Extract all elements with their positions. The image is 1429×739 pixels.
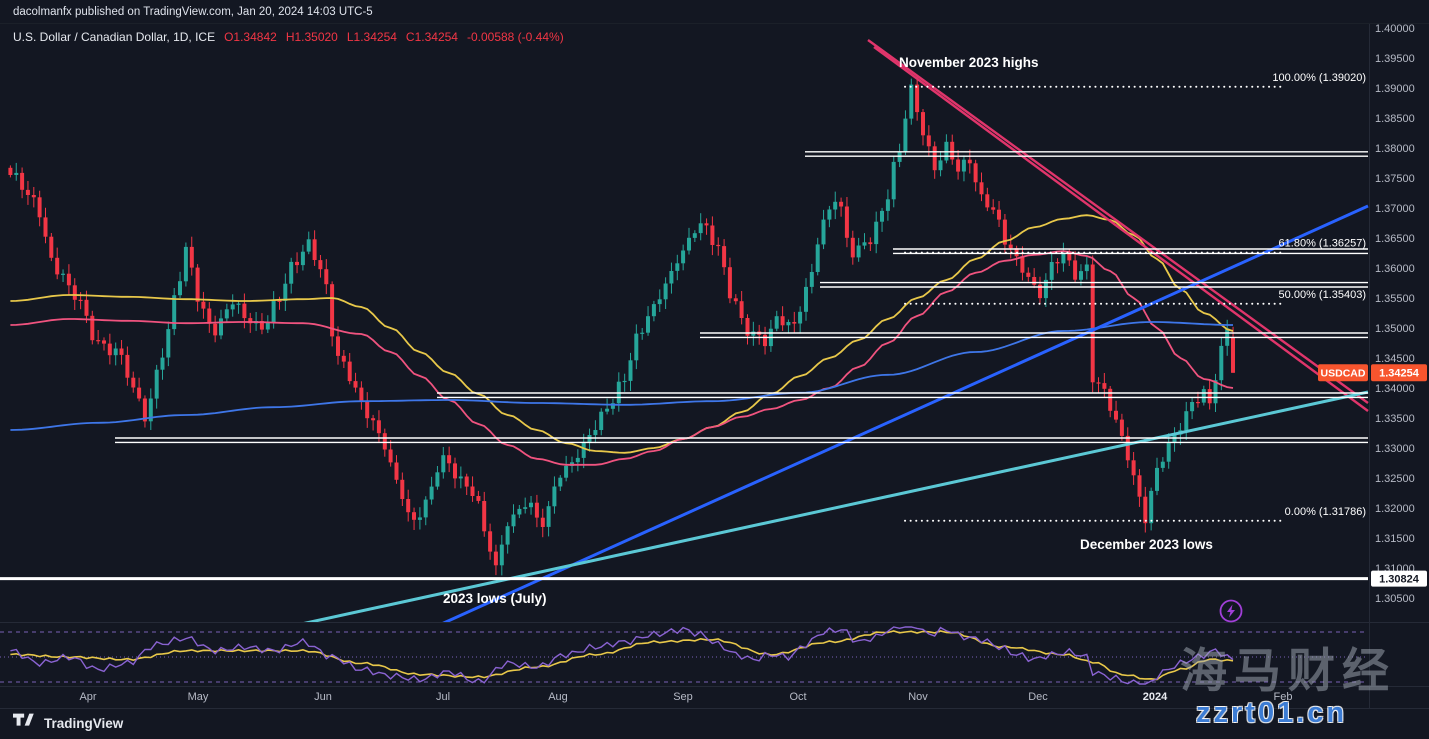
price-tick-label: 1.37500 — [1375, 173, 1415, 185]
price-tick-label: 1.37000 — [1375, 203, 1415, 215]
publish-bar: dacolmanfx published on TradingView.com,… — [0, 0, 1429, 24]
time-tick-label: 2024 — [1143, 691, 1168, 703]
open-value: O1.34842 — [224, 30, 277, 44]
symbol-legend: U.S. Dollar / Canadian Dollar, 1D, ICE O… — [13, 30, 564, 44]
close-value: C1.34254 — [405, 30, 458, 44]
tradingview-logo-text[interactable]: TradingView — [44, 715, 124, 731]
fib-label: 50.00% (1.35403) — [1279, 289, 1366, 301]
price-tick-label: 1.35500 — [1375, 293, 1415, 305]
support-resistance-layer — [0, 151, 1368, 581]
price-tick-label: 1.32000 — [1375, 503, 1415, 515]
price-tick-label: 1.33500 — [1375, 413, 1415, 425]
last-price-badge — [1371, 364, 1427, 382]
fib-retracement-layer: 100.00% (1.39020) 61.80% (1.36257) 50.00% … — [904, 72, 1366, 522]
time-tick-label: Sep — [673, 691, 693, 703]
price-tick-label: 1.38500 — [1375, 113, 1415, 125]
price-tick-label: 1.32500 — [1375, 473, 1415, 485]
price-tick-label: 1.34000 — [1375, 383, 1415, 395]
candles-layer — [8, 74, 1235, 576]
symbol-title[interactable]: U.S. Dollar / Canadian Dollar, 1D, ICE — [13, 30, 216, 44]
lightning-icon — [1219, 599, 1243, 623]
publish-info: dacolmanfx published on TradingView.com,… — [13, 6, 373, 18]
chart-annotation: 2023 lows (July) — [443, 591, 547, 606]
symbol-tag-text: USDCAD — [1321, 368, 1366, 380]
symbol-price-tag — [1318, 364, 1368, 382]
price-tick-label: 1.39000 — [1375, 83, 1415, 95]
price-axis[interactable]: 1.40000 1.39500 1.39000 1.38500 1.38000 1.375… — [1318, 23, 1427, 605]
time-tick-label: Apr — [79, 691, 96, 703]
descending-channel-upper[interactable] — [867, 39, 1369, 404]
fib-label: 100.00% (1.39020) — [1272, 72, 1366, 84]
time-tick-label: Nov — [908, 691, 928, 703]
indicator-purple — [10, 626, 1234, 685]
price-tick-label: 1.33000 — [1375, 443, 1415, 455]
low-value: L1.34254 — [346, 30, 397, 44]
time-tick-label: Dec — [1028, 691, 1048, 703]
ma-yellow — [10, 214, 1234, 454]
last-price-badge-text: 1.34254 — [1379, 368, 1420, 380]
descending-channel-lower[interactable] — [873, 46, 1369, 412]
time-tick-label: May — [188, 691, 209, 703]
trendlines-layer — [283, 39, 1369, 628]
ascending-trendline-cyan[interactable] — [283, 390, 1369, 628]
annotations-layer: November 2023 highs December 2023 lows 202… — [443, 55, 1213, 606]
chart-annotation: December 2023 lows — [1080, 537, 1213, 552]
change-value: -0.00588 (-0.44%) — [466, 30, 564, 44]
ma-pink — [10, 250, 1234, 466]
fib-label: 0.00% (1.31786) — [1285, 506, 1366, 518]
time-tick-label: Aug — [548, 691, 568, 703]
indicator-yellow — [10, 630, 1234, 681]
pane-separators — [0, 24, 1429, 709]
price-tick-label: 1.36000 — [1375, 263, 1415, 275]
price-tick-label: 1.38000 — [1375, 143, 1415, 155]
high-value: H1.35020 — [285, 30, 338, 44]
boost-button[interactable] — [1218, 598, 1244, 624]
price-tick-label: 1.39500 — [1375, 53, 1415, 65]
footer: TradingView — [13, 713, 123, 733]
watermark-url: zzrt01.cn — [1196, 697, 1348, 729]
time-tick-label: Feb — [1274, 691, 1293, 703]
price-tick-label: 1.30500 — [1375, 593, 1415, 605]
price-tick-label: 1.36500 — [1375, 233, 1415, 245]
watermark-cjk: 海马财经 — [1180, 644, 1396, 697]
chart-annotation: November 2023 highs — [899, 55, 1039, 70]
time-tick-label: Oct — [789, 691, 806, 703]
oscillator-layer — [0, 626, 1368, 685]
price-tick-label: 1.31500 — [1375, 533, 1415, 545]
price-tick-label: 1.40000 — [1375, 23, 1415, 35]
ascending-trendline-blue[interactable] — [437, 204, 1369, 626]
tradingview-logo-icon[interactable] — [13, 713, 37, 733]
time-tick-label: Jun — [314, 691, 332, 703]
time-tick-label: Jul — [436, 691, 450, 703]
level-price-badge-text: 1.30824 — [1379, 574, 1420, 586]
time-axis[interactable]: Apr May Jun Jul Aug Sep Oct Nov Dec 2024 Feb — [79, 691, 1292, 703]
price-tick-label: 1.34500 — [1375, 353, 1415, 365]
level-price-badge — [1371, 570, 1427, 587]
price-tick-label: 1.35000 — [1375, 323, 1415, 335]
fib-label: 61.80% (1.36257) — [1279, 238, 1366, 250]
